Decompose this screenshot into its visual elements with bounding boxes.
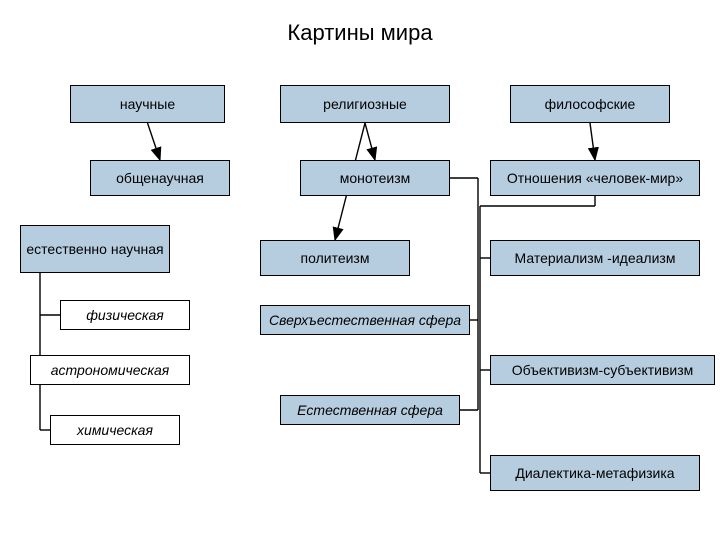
node-mat_ideal: Материализм -идеализм: [490, 240, 700, 276]
node-natural_sphere: Естественная сфера: [280, 395, 460, 425]
node-human_world: Отношения «человек-мир»: [490, 160, 700, 196]
node-scientific: научные: [70, 85, 225, 123]
node-religious: религиозные: [280, 85, 450, 123]
node-obj_subj: Объективизм-субъективизм: [490, 355, 715, 385]
node-supernatural: Сверхъестественная сфера: [260, 305, 470, 335]
node-physical: физическая: [60, 300, 190, 330]
node-general_sci: общенаучная: [90, 160, 230, 196]
node-philosophical: философские: [510, 85, 670, 123]
node-dialectic: Диалектика-метафизика: [490, 455, 700, 491]
node-natural_sci: естественно научная: [20, 225, 170, 273]
node-astronomical: астрономическая: [30, 355, 190, 385]
node-chemical: химическая: [50, 415, 180, 445]
page-title: Картины мира: [0, 20, 720, 46]
node-polytheism: политеизм: [260, 240, 410, 276]
node-monotheism: монотеизм: [300, 160, 450, 196]
